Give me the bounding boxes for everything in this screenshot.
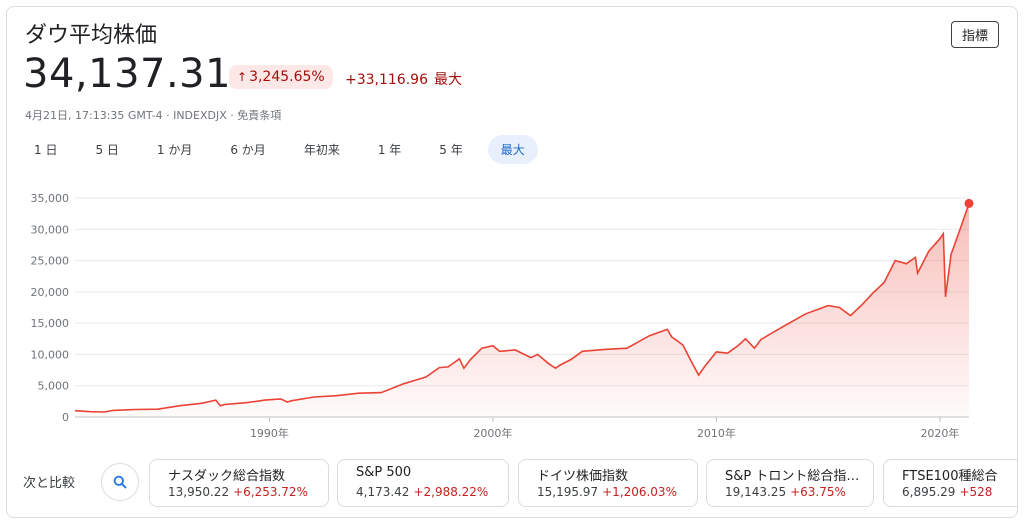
y-tick-label: 20,000 (31, 286, 70, 299)
y-tick-label: 15,000 (31, 317, 70, 330)
compare-search-button[interactable] (101, 463, 139, 501)
compare-value: 15,195.97 (537, 485, 599, 499)
y-tick-label: 30,000 (31, 223, 70, 236)
compare-name: S&P トロント総合指… (725, 469, 860, 484)
compare-value-row: 13,950.22 +6,253.72% (168, 485, 308, 499)
compare-value-row: 4,173.42 +2,988.22% (356, 485, 488, 499)
compare-card-tsx[interactable]: S&P トロント総合指… 19,143.25 +63.75% (706, 459, 874, 507)
compare-name: S&P 500 (356, 465, 412, 480)
change-absolute-group: +33,116.96 最大 (345, 69, 462, 89)
compare-value: 4,173.42 (356, 485, 410, 499)
y-tick-label: 35,000 (31, 192, 70, 205)
change-badge: ↑ 3,245.65% (229, 65, 333, 89)
compare-card-ftse[interactable]: FTSE100種総合 6,895.29 +528 (883, 459, 1017, 507)
compare-pct: +1,206.03% (602, 485, 677, 499)
range-1m[interactable]: 1 か月 (156, 143, 193, 157)
range-6m[interactable]: 6 か月 (230, 143, 266, 157)
arrow-up-icon: ↑ (237, 70, 248, 84)
compare-card-sp500[interactable]: S&P 500 4,173.42 +2,988.22% (337, 459, 509, 507)
x-tick-label: 2010年 (697, 426, 736, 440)
y-tick-label: 25,000 (31, 255, 70, 268)
compare-name: ナスダック総合指数 (168, 469, 286, 484)
page-title: ダウ平均株価 (25, 23, 158, 48)
change-absolute: +33,116.96 (345, 72, 428, 88)
y-tick-label: 5,000 (38, 380, 70, 393)
compare-pct: +528 (959, 485, 993, 499)
compare-value: 19,143.25 (725, 485, 787, 499)
change-period: 最大 (433, 72, 462, 88)
x-tick-label: 2000年 (473, 426, 512, 440)
compare-section: 次と比較 ナスダック総合指数 13,950.22 +6,253.72% S&P 5… (7, 457, 1017, 513)
price-chart[interactable]: 0 5,000 10,000 15,000 20,000 25,000 30,000 35,0… (7, 182, 1017, 452)
range-1y[interactable]: 1 年 (377, 143, 402, 157)
compare-value: 6,895.29 (902, 485, 956, 499)
compare-card-dax[interactable]: ドイツ株価指数 15,195.97 +1,206.03% (518, 459, 698, 507)
range-5y[interactable]: 5 年 (439, 143, 463, 157)
index-button[interactable]: 指標 (950, 21, 999, 48)
stock-card: ダウ平均株価 指標 34,137.31 ↑ 3,245.65% +33,116.9… (6, 6, 1018, 518)
compare-pct: +63.75% (790, 485, 846, 499)
range-5d[interactable]: 5 日 (95, 143, 119, 157)
price-line (74, 203, 970, 413)
x-tick-label: 1990年 (250, 426, 289, 440)
y-axis: 0 5,000 10,000 15,000 20,000 25,000 30,000 35,0… (31, 192, 70, 424)
compare-label: 次と比較 (23, 476, 76, 491)
compare-name: FTSE100種総合 (902, 469, 998, 484)
compare-pct: +6,253.72% (233, 485, 308, 499)
change-percent: 3,245.65% (249, 69, 325, 85)
compare-card-nasdaq[interactable]: ナスダック総合指数 13,950.22 +6,253.72% (149, 459, 329, 507)
compare-value-row: 19,143.25 +63.75% (725, 485, 846, 499)
compare-value-row: 6,895.29 +528 (902, 485, 992, 499)
current-price: 34,137.31 (23, 51, 232, 97)
range-selector: 1 日 5 日 1 か月 6 か月 年初来 1 年 5 年 最大 (21, 135, 550, 164)
compare-name: ドイツ株価指数 (537, 469, 629, 484)
y-tick-label: 0 (62, 411, 69, 424)
range-max[interactable]: 最大 (487, 135, 538, 164)
compare-value-row: 15,195.97 +1,206.03% (537, 485, 677, 499)
x-axis: 1990年 2000年 2010年 2020年 (250, 417, 959, 440)
search-icon (113, 475, 127, 489)
compare-pct: +2,988.22% (413, 485, 489, 499)
compare-value: 13,950.22 (168, 485, 230, 499)
current-price-marker (964, 198, 974, 208)
timestamp-meta: 4月21日, 17:13:35 GMT-4 · INDEXDJX · 免責条項 (25, 109, 282, 122)
x-tick-label: 2020年 (920, 426, 959, 440)
y-tick-label: 10,000 (31, 348, 70, 361)
range-1d[interactable]: 1 日 (34, 143, 58, 157)
price-area (75, 203, 969, 417)
range-ytd[interactable]: 年初来 (303, 143, 340, 157)
